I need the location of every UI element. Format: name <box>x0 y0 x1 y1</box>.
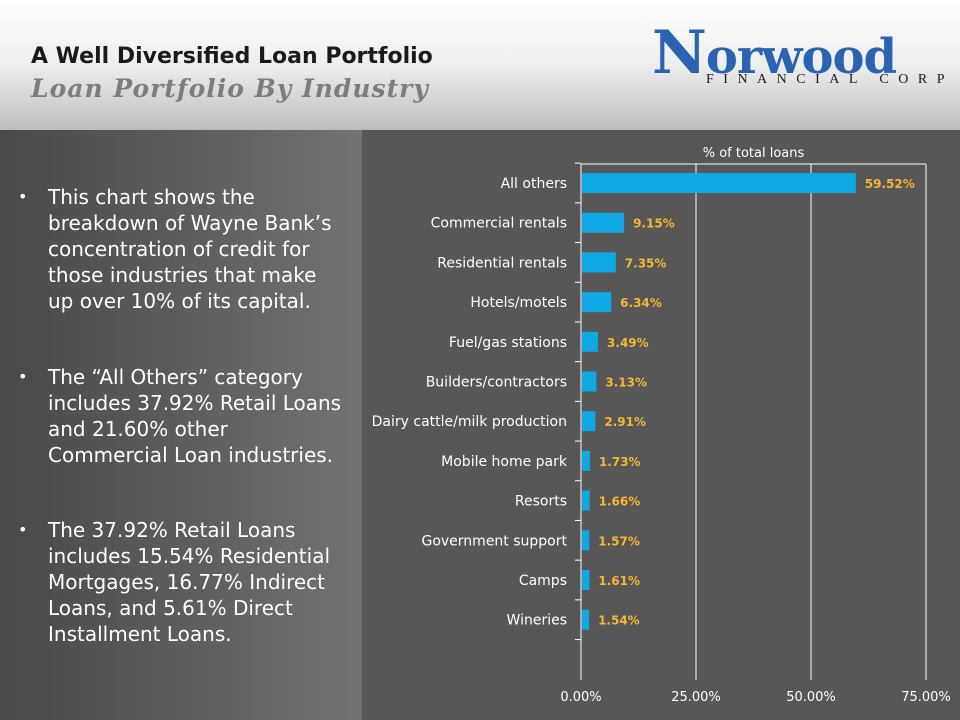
bar <box>582 212 625 233</box>
page-title: A Well Diversified Loan Portfolio <box>31 44 433 69</box>
bar <box>582 530 590 551</box>
data-label: 3.49% <box>607 336 649 350</box>
category-label: Commercial rentals <box>431 216 567 232</box>
bullet-item: • The “All Others” category includes 37.… <box>18 364 343 468</box>
category-label: Camps <box>519 573 567 589</box>
bar <box>582 173 856 193</box>
data-label: 2.91% <box>604 415 646 429</box>
data-label: 59.52% <box>865 177 915 191</box>
logo-initial: N <box>652 18 707 88</box>
tick-label: 75.00% <box>901 690 951 705</box>
category-label: All others <box>501 176 567 192</box>
data-label: 1.61% <box>598 574 640 588</box>
category-label: Hotels/motels <box>470 295 567 311</box>
bar <box>582 331 599 352</box>
bar <box>582 490 590 511</box>
tick-label: 50.00% <box>786 690 836 705</box>
tick-label: 0.00% <box>560 690 601 705</box>
category-label: Mobile home park <box>441 454 568 470</box>
logo-tagline: FINANCIAL CORP <box>706 72 954 87</box>
axis-title: % of total loans <box>703 146 805 161</box>
bar <box>582 570 590 590</box>
category-label: Dairy cattle/milk production <box>372 414 567 430</box>
data-label: 9.15% <box>633 217 675 231</box>
data-label: 1.54% <box>598 614 640 628</box>
bullet-text: This chart shows the breakdown of Wayne … <box>48 185 332 313</box>
commentary-panel <box>0 130 362 720</box>
category-label: Resorts <box>515 494 567 510</box>
bullet-text: The 37.92% Retail Loans includes 15.54% … <box>48 518 331 646</box>
category-label: Wineries <box>507 613 567 629</box>
category-label: Fuel/gas stations <box>449 335 567 351</box>
data-label: 1.57% <box>598 534 640 548</box>
bullet-item: • The 37.92% Retail Loans includes 15.54… <box>18 517 343 647</box>
bar <box>582 252 616 273</box>
bar <box>582 450 590 471</box>
data-label: 1.73% <box>599 455 641 469</box>
chart-panel <box>362 130 960 720</box>
data-label: 6.34% <box>620 296 662 310</box>
category-label: Government support <box>421 533 567 549</box>
tick-label: 25.00% <box>671 690 721 705</box>
bullet-icon: • <box>18 187 28 206</box>
page-subtitle: Loan Portfolio By Industry <box>31 74 429 103</box>
logo-name: orwood <box>705 29 897 85</box>
bullet-icon: • <box>18 367 28 386</box>
bar <box>582 411 596 432</box>
bullet-item: • This chart shows the breakdown of Wayn… <box>18 184 343 314</box>
bar <box>582 371 597 392</box>
data-label: 7.35% <box>625 256 667 270</box>
logo-wordmark: Norwood <box>652 23 897 86</box>
norwood-logo: Norwood FINANCIAL CORP <box>652 23 945 90</box>
data-label: 3.13% <box>605 376 647 390</box>
bullet-text: The “All Others” category includes 37.92… <box>48 365 342 467</box>
bar <box>582 609 590 630</box>
category-label: Residential rentals <box>437 255 567 271</box>
data-label: 1.66% <box>599 495 641 509</box>
header-band: A Well Diversified Loan Portfolio Loan P… <box>0 0 960 130</box>
bar <box>582 292 612 313</box>
category-label: Builders/contractors <box>426 375 567 391</box>
bullet-icon: • <box>18 520 28 539</box>
